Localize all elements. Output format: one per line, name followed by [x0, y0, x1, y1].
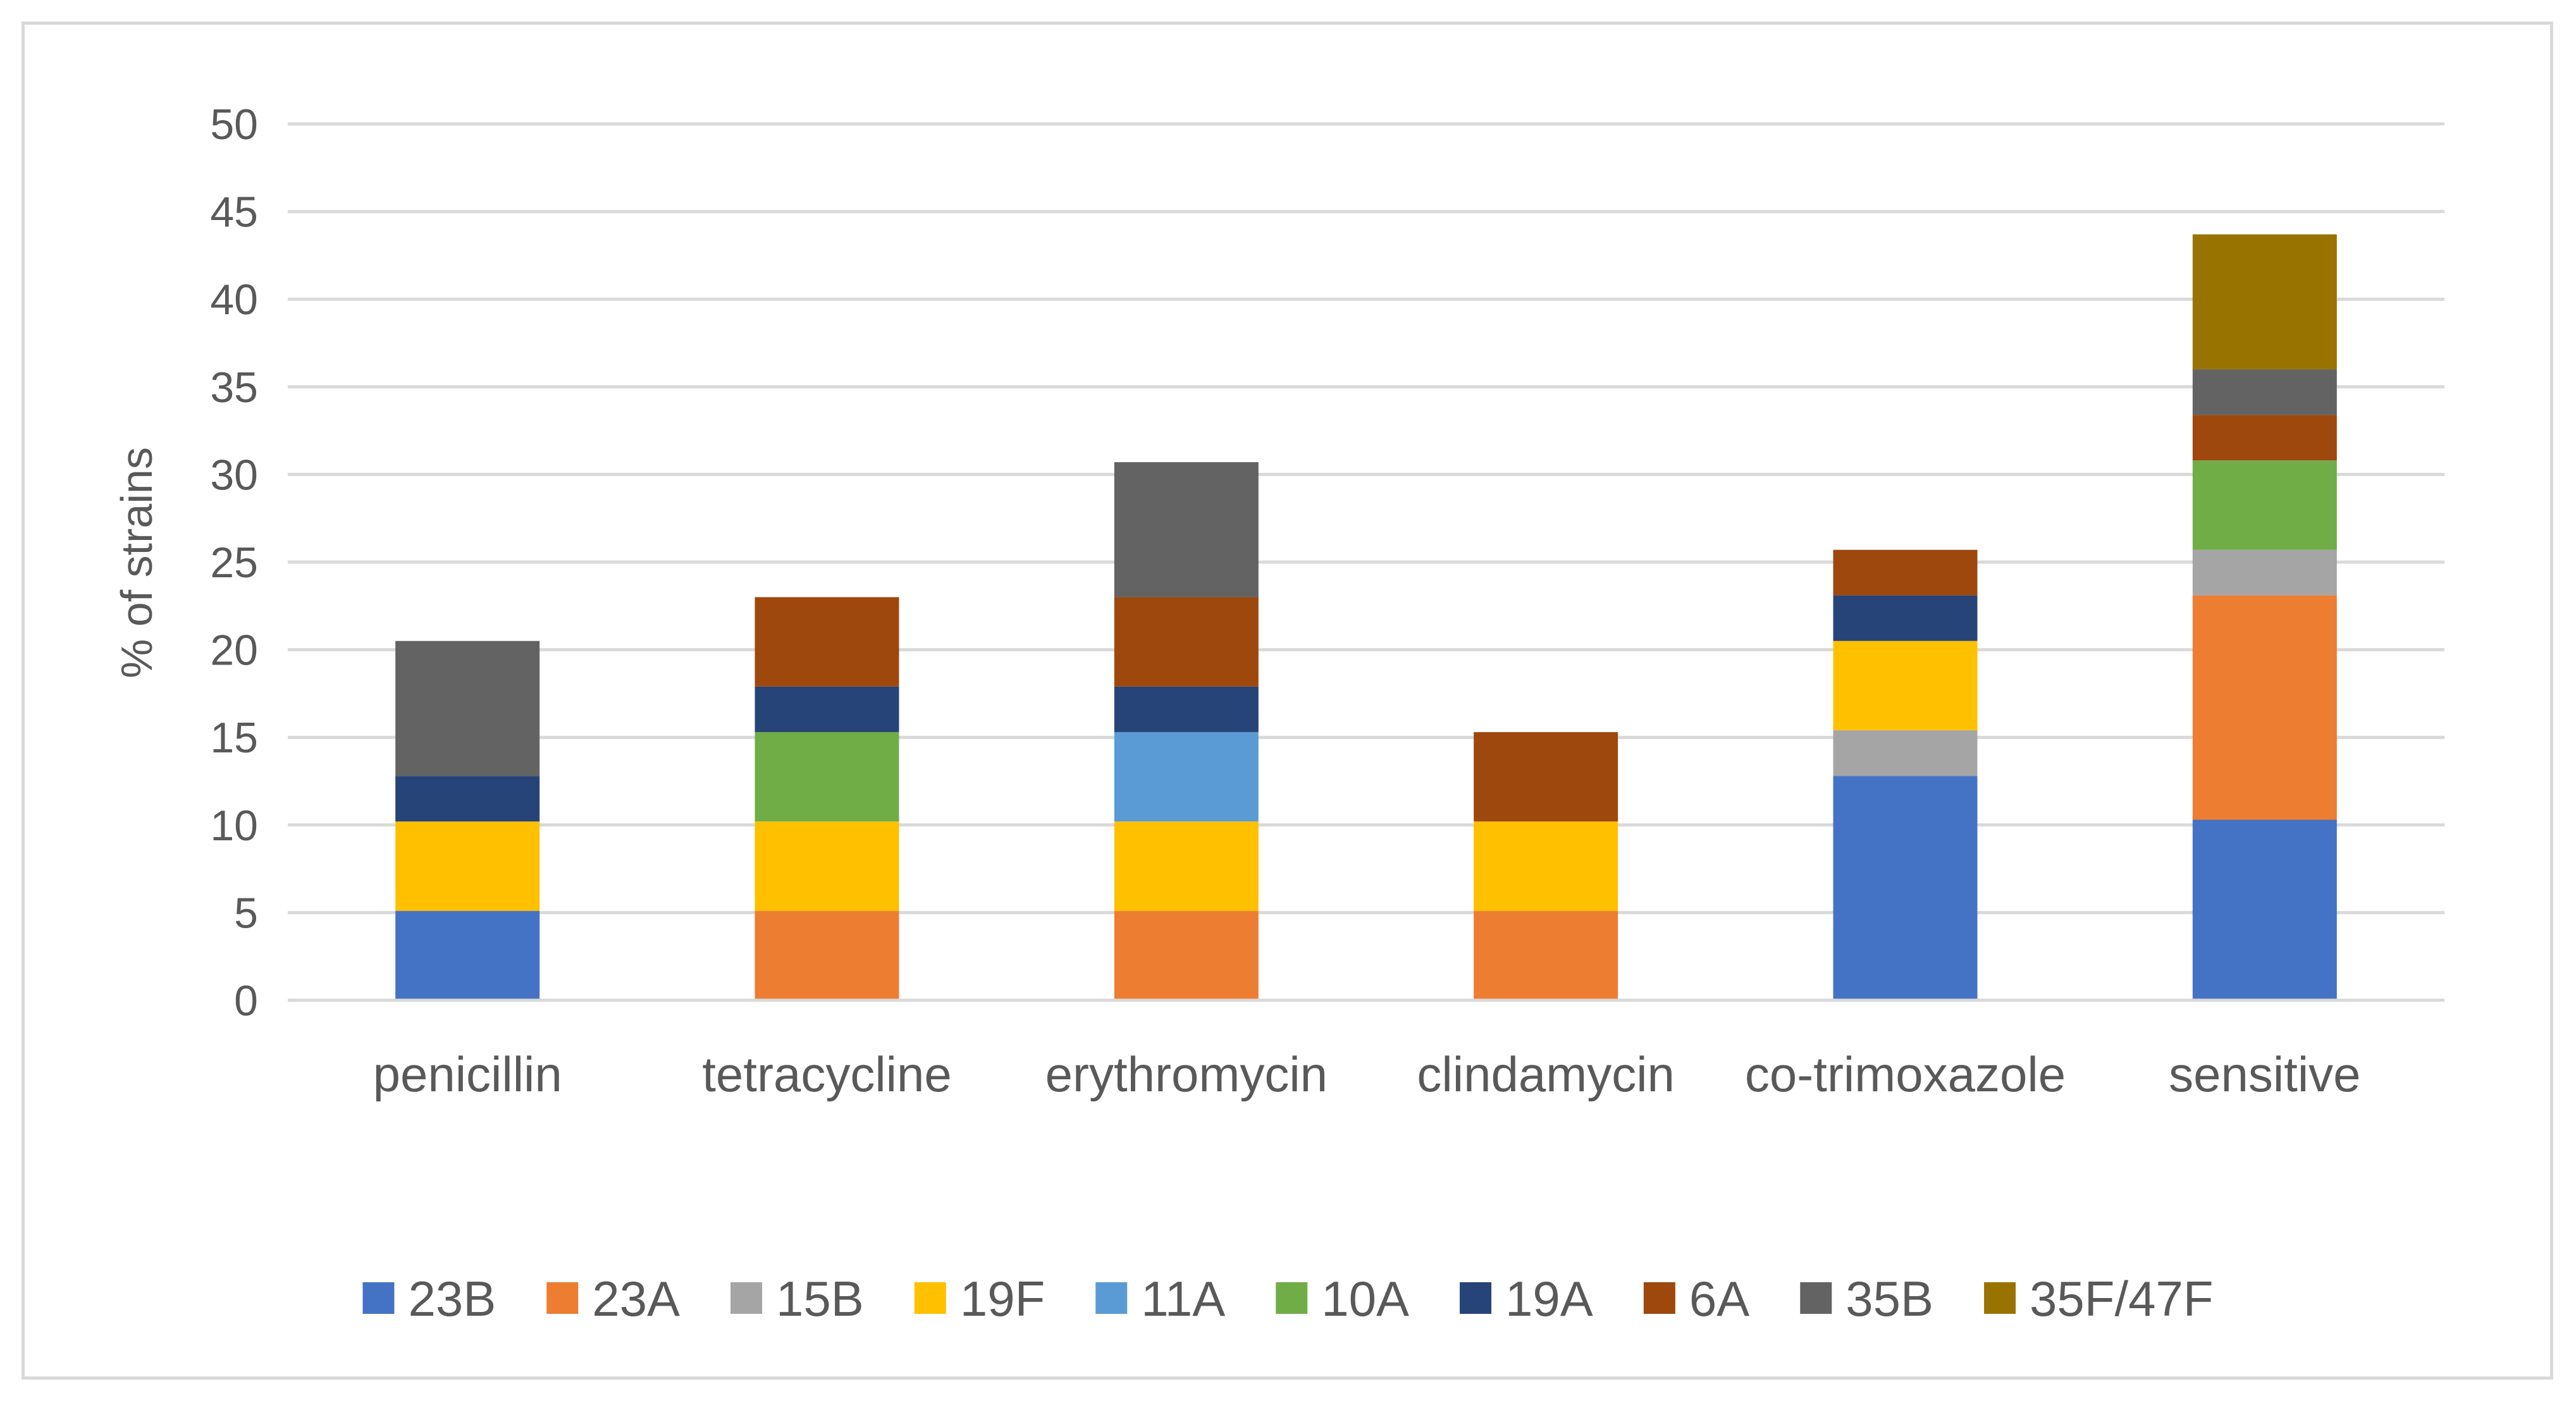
legend-label: 6A: [1689, 1271, 1749, 1326]
legend-item: 23A: [546, 1271, 680, 1326]
legend-item: 19A: [1460, 1271, 1593, 1326]
y-tick-label: 15: [210, 714, 258, 762]
bar-segment-erythromycin-11A: [1114, 732, 1259, 822]
y-tick-label: 25: [210, 539, 258, 587]
bar-segment-co-trimoxazole-23B: [1833, 776, 1978, 1000]
y-tick-label: 20: [210, 627, 258, 675]
x-category-label: tetracycline: [702, 1046, 952, 1102]
x-category-label: penicillin: [373, 1046, 562, 1102]
bar-segment-sensitive-15B: [2192, 549, 2337, 596]
bar-segment-sensitive-35B: [2192, 369, 2337, 415]
y-tick-label: 10: [210, 802, 258, 850]
bar-segment-co-trimoxazole-6A: [1833, 549, 1978, 596]
x-category-label: co-trimoxazole: [1745, 1046, 2066, 1102]
bar-segment-penicillin-23B: [395, 910, 540, 1000]
legend-item: 23B: [362, 1271, 496, 1326]
legend-label: 15B: [776, 1271, 864, 1326]
bar-segment-tetracycline-10A: [755, 732, 899, 822]
legend-label: 11A: [1141, 1271, 1225, 1326]
bar-segment-erythromycin-19F: [1114, 821, 1259, 911]
legend-swatch: [730, 1282, 763, 1314]
bar-segment-co-trimoxazole-19A: [1833, 595, 1978, 641]
legend-swatch: [1643, 1282, 1675, 1314]
bar-segment-penicillin-19F: [395, 821, 540, 911]
legend-item: 10A: [1276, 1271, 1409, 1326]
x-category-label: erythromycin: [1045, 1046, 1328, 1102]
legend-swatch: [914, 1282, 946, 1314]
legend-item: 19F: [914, 1271, 1045, 1326]
legend-swatch: [1095, 1282, 1128, 1314]
bar-segment-erythromycin-6A: [1114, 597, 1259, 687]
bar-segment-clindamycin-6A: [1474, 732, 1618, 822]
legend-swatch: [1460, 1282, 1492, 1314]
bar-segment-sensitive-6A: [2192, 415, 2337, 461]
legend-label: 35F/47F: [2030, 1271, 2213, 1326]
legend-item: 35B: [1800, 1271, 1933, 1326]
bar-segment-penicillin-19A: [395, 776, 540, 822]
y-tick-label: 50: [210, 101, 258, 149]
legend-label: 19F: [960, 1271, 1045, 1326]
bar-segment-sensitive-10A: [2192, 460, 2337, 550]
x-category-label: clindamycin: [1417, 1046, 1674, 1102]
bar-segment-tetracycline-19A: [755, 686, 899, 732]
legend-label: 35B: [1846, 1271, 1933, 1326]
bar-segment-sensitive-35F-47F: [2192, 234, 2337, 370]
bar-segment-co-trimoxazole-15B: [1833, 730, 1978, 776]
bar-segment-penicillin-35B: [395, 640, 540, 776]
y-tick-label: 45: [210, 188, 258, 236]
legend-item: 11A: [1095, 1271, 1225, 1326]
x-axis-labels: penicillin tetracycline erythromycin clinda…: [373, 1046, 2361, 1102]
gridlines: [288, 122, 2444, 1002]
y-tick-label: 40: [210, 276, 258, 324]
bar-segment-erythromycin-23A: [1114, 910, 1259, 1000]
bar-segment-erythromycin-19A: [1114, 686, 1259, 732]
legend-swatch: [362, 1282, 395, 1314]
legend-swatch: [1984, 1282, 2016, 1314]
legend-item: 15B: [730, 1271, 864, 1326]
bar-segment-co-trimoxazole-19F: [1833, 640, 1978, 731]
legend-label: 10A: [1321, 1271, 1409, 1326]
legend-label: 19A: [1505, 1271, 1593, 1326]
y-axis-ticks: 0 5 10 15 20 25 30 35 40 45 50: [210, 101, 258, 1025]
bar-segment-sensitive-23A: [2192, 595, 2337, 820]
y-axis-title: % of strains: [112, 447, 161, 678]
bar-segment-tetracycline-23A: [755, 910, 899, 1000]
legend-swatch: [1276, 1282, 1308, 1314]
bar-segment-erythromycin-35B: [1114, 462, 1259, 597]
bar-segment-clindamycin-23A: [1474, 910, 1618, 1000]
y-tick-label: 35: [210, 364, 258, 412]
legend-label: 23B: [408, 1271, 496, 1326]
legend: 23B 23A 15B 19F 11A 10A 19A 6A 35B 35F/47F: [362, 1271, 2214, 1326]
legend-label: 23A: [592, 1271, 680, 1326]
bar-segment-clindamycin-19F: [1474, 821, 1618, 911]
x-category-label: sensitive: [2169, 1046, 2360, 1102]
y-tick-label: 5: [234, 889, 258, 937]
y-tick-label: 0: [234, 977, 258, 1025]
y-tick-label: 30: [210, 451, 258, 499]
bar-segment-tetracycline-6A: [755, 597, 899, 687]
bar-segment-tetracycline-19F: [755, 821, 899, 911]
bars: [288, 234, 2444, 1002]
bar-segment-sensitive-23B: [2192, 819, 2337, 1000]
legend-item: 6A: [1643, 1271, 1749, 1326]
legend-item: 35F/47F: [1984, 1271, 2214, 1326]
legend-swatch: [1800, 1282, 1832, 1314]
legend-swatch: [546, 1282, 579, 1314]
